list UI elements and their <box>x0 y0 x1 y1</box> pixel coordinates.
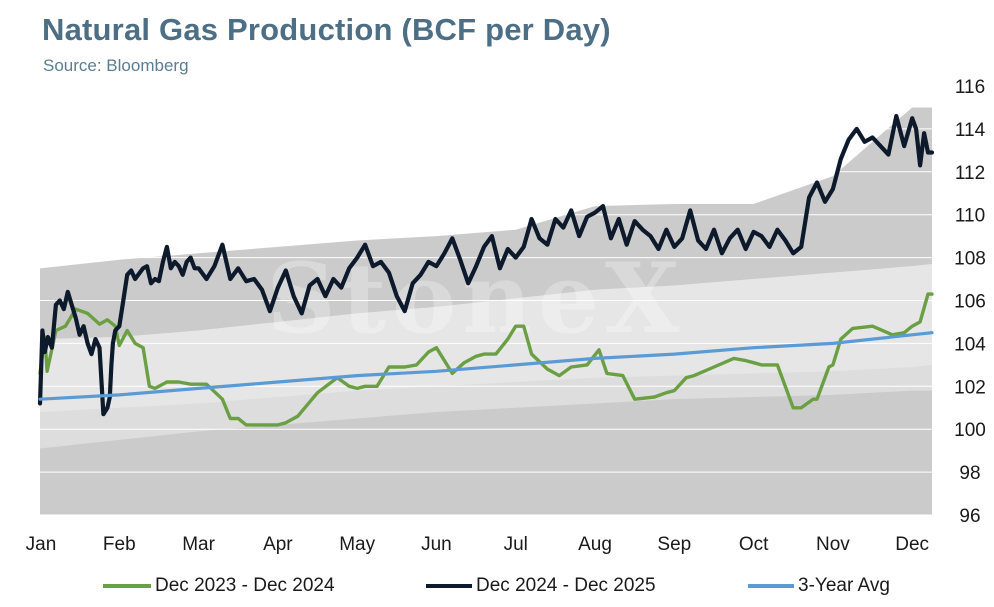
x-tick-label: Feb <box>103 534 136 555</box>
x-tick-label: Jun <box>421 534 452 555</box>
gridlines <box>40 85 932 516</box>
y-tick-label: 112 <box>955 163 985 184</box>
x-tick-label: Dec <box>895 534 929 555</box>
legend-label: 3-Year Avg <box>798 575 890 596</box>
legend-swatch <box>748 584 794 588</box>
series-lines <box>37 113 935 427</box>
x-tick-label: May <box>339 534 375 555</box>
x-axis: Jan Feb Mar Apr May Jun Jul Aug Sep Oct Nov Dec <box>26 534 929 555</box>
y-tick-label: 104 <box>954 334 986 355</box>
legend-swatch <box>426 584 472 588</box>
y-axis: 96 98 100 102 104 106 108 110 112 114 116 <box>954 77 986 527</box>
x-tick-label: Jan <box>26 534 57 555</box>
legend-item: Dec 2024 - Dec 2025 <box>426 575 656 597</box>
x-tick-label: Oct <box>739 534 769 555</box>
band-middle-range <box>40 264 932 413</box>
x-tick-label: Aug <box>578 534 612 555</box>
y-tick-label: 116 <box>955 77 985 98</box>
x-tick-label: Mar <box>182 534 215 555</box>
series-line-3 <box>38 331 934 401</box>
legend-label: Dec 2023 - Dec 2024 <box>155 575 335 596</box>
legend-item: 3-Year Avg <box>748 575 890 597</box>
x-tick-label: Jul <box>504 534 528 555</box>
y-tick-label: 102 <box>954 377 986 398</box>
x-tick-label: Apr <box>263 534 293 555</box>
legend: Dec 2023 - Dec 2024 Dec 2024 - Dec 2025 3-… <box>0 575 994 603</box>
range-bands <box>40 107 932 515</box>
chart-title: Natural Gas Production (BCF per Day) <box>42 12 611 47</box>
y-tick-label: 114 <box>955 120 986 141</box>
x-tick-label: Sep <box>657 534 691 555</box>
legend-item: Dec 2023 - Dec 2024 <box>103 575 335 597</box>
y-tick-label: 98 <box>959 463 980 484</box>
y-tick-label: 96 <box>959 506 980 527</box>
legend-label: Dec 2024 - Dec 2025 <box>476 575 656 596</box>
series-line-1 <box>38 292 934 427</box>
legend-swatch <box>103 584 151 588</box>
y-tick-label: 110 <box>955 206 985 227</box>
y-tick-label: 106 <box>954 292 986 313</box>
series-line-2 <box>37 113 935 417</box>
y-tick-label: 108 <box>954 249 986 270</box>
y-tick-label: 100 <box>954 420 986 441</box>
watermark-logo: StoneX <box>266 242 685 355</box>
chart-subtitle: Source: Bloomberg <box>43 56 189 75</box>
x-tick-label: Nov <box>816 534 850 555</box>
